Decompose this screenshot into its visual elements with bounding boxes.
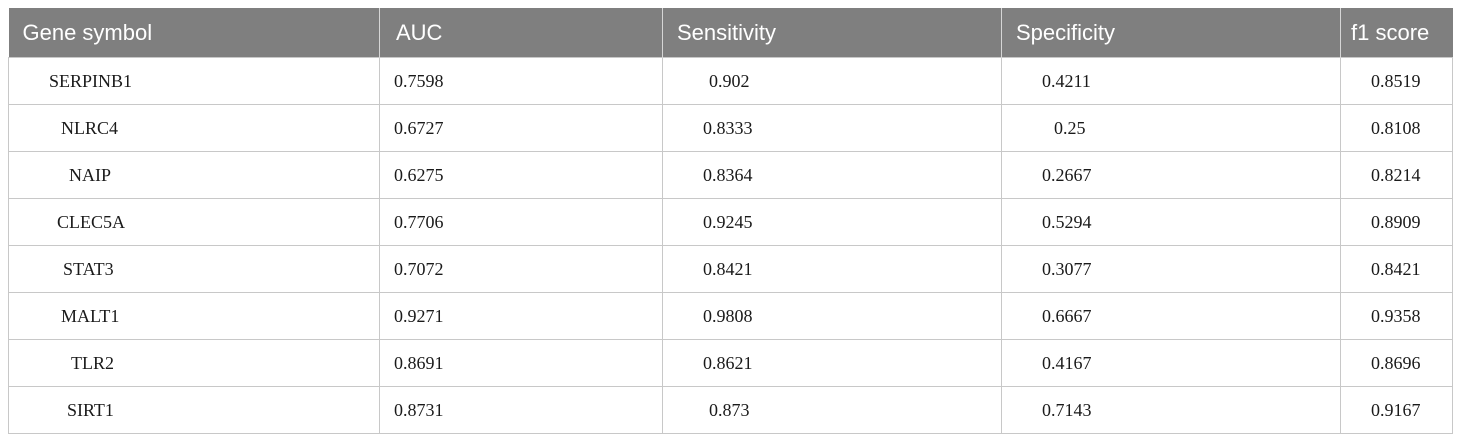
cell-auc: 0.7706 <box>379 198 663 246</box>
cell-gene-symbol: NAIP <box>8 151 380 199</box>
results-table-container: Gene symbol AUC Sensitivity Specificity … <box>8 8 1453 434</box>
cell-specificity: 0.4211 <box>1001 57 1341 105</box>
table-row: MALT1 0.9271 0.9808 0.6667 0.9358 <box>8 292 1453 340</box>
cell-sensitivity: 0.8333 <box>662 104 1002 152</box>
cell-specificity: 0.7143 <box>1001 386 1341 434</box>
header-specificity: Specificity <box>1001 8 1341 58</box>
cell-gene-symbol: STAT3 <box>8 245 380 293</box>
cell-specificity: 0.25 <box>1001 104 1341 152</box>
table-row: TLR2 0.8691 0.8621 0.4167 0.8696 <box>8 339 1453 387</box>
table-row: SERPINB1 0.7598 0.902 0.4211 0.8519 <box>8 57 1453 105</box>
cell-sensitivity: 0.873 <box>662 386 1002 434</box>
header-auc: AUC <box>379 8 663 58</box>
header-row: Gene symbol AUC Sensitivity Specificity … <box>8 8 1453 58</box>
cell-f1-score: 0.8214 <box>1340 151 1453 199</box>
cell-specificity: 0.2667 <box>1001 151 1341 199</box>
cell-auc: 0.7072 <box>379 245 663 293</box>
cell-f1-score: 0.8421 <box>1340 245 1453 293</box>
table-row: STAT3 0.7072 0.8421 0.3077 0.8421 <box>8 245 1453 293</box>
cell-specificity: 0.5294 <box>1001 198 1341 246</box>
cell-auc: 0.6275 <box>379 151 663 199</box>
cell-sensitivity: 0.902 <box>662 57 1002 105</box>
cell-specificity: 0.6667 <box>1001 292 1341 340</box>
cell-specificity: 0.3077 <box>1001 245 1341 293</box>
cell-auc: 0.7598 <box>379 57 663 105</box>
cell-f1-score: 0.8909 <box>1340 198 1453 246</box>
cell-sensitivity: 0.8621 <box>662 339 1002 387</box>
header-sensitivity: Sensitivity <box>662 8 1002 58</box>
cell-sensitivity: 0.8421 <box>662 245 1002 293</box>
cell-sensitivity: 0.9808 <box>662 292 1002 340</box>
gene-metrics-table: Gene symbol AUC Sensitivity Specificity … <box>8 8 1453 434</box>
cell-gene-symbol: MALT1 <box>8 292 380 340</box>
cell-auc: 0.9271 <box>379 292 663 340</box>
cell-gene-symbol: SIRT1 <box>8 386 380 434</box>
table-row: SIRT1 0.8731 0.873 0.7143 0.9167 <box>8 386 1453 434</box>
cell-f1-score: 0.8696 <box>1340 339 1453 387</box>
cell-f1-score: 0.9358 <box>1340 292 1453 340</box>
cell-gene-symbol: CLEC5A <box>8 198 380 246</box>
cell-f1-score: 0.8108 <box>1340 104 1453 152</box>
cell-gene-symbol: NLRC4 <box>8 104 380 152</box>
header-gene-symbol: Gene symbol <box>8 8 380 58</box>
cell-specificity: 0.4167 <box>1001 339 1341 387</box>
cell-auc: 0.8731 <box>379 386 663 434</box>
table-row: NAIP 0.6275 0.8364 0.2667 0.8214 <box>8 151 1453 199</box>
table-row: NLRC4 0.6727 0.8333 0.25 0.8108 <box>8 104 1453 152</box>
cell-f1-score: 0.9167 <box>1340 386 1453 434</box>
cell-f1-score: 0.8519 <box>1340 57 1453 105</box>
cell-gene-symbol: SERPINB1 <box>8 57 380 105</box>
cell-auc: 0.8691 <box>379 339 663 387</box>
header-f1-score: f1 score <box>1340 8 1453 58</box>
cell-gene-symbol: TLR2 <box>8 339 380 387</box>
table-row: CLEC5A 0.7706 0.9245 0.5294 0.8909 <box>8 198 1453 246</box>
cell-auc: 0.6727 <box>379 104 663 152</box>
cell-sensitivity: 0.9245 <box>662 198 1002 246</box>
cell-sensitivity: 0.8364 <box>662 151 1002 199</box>
